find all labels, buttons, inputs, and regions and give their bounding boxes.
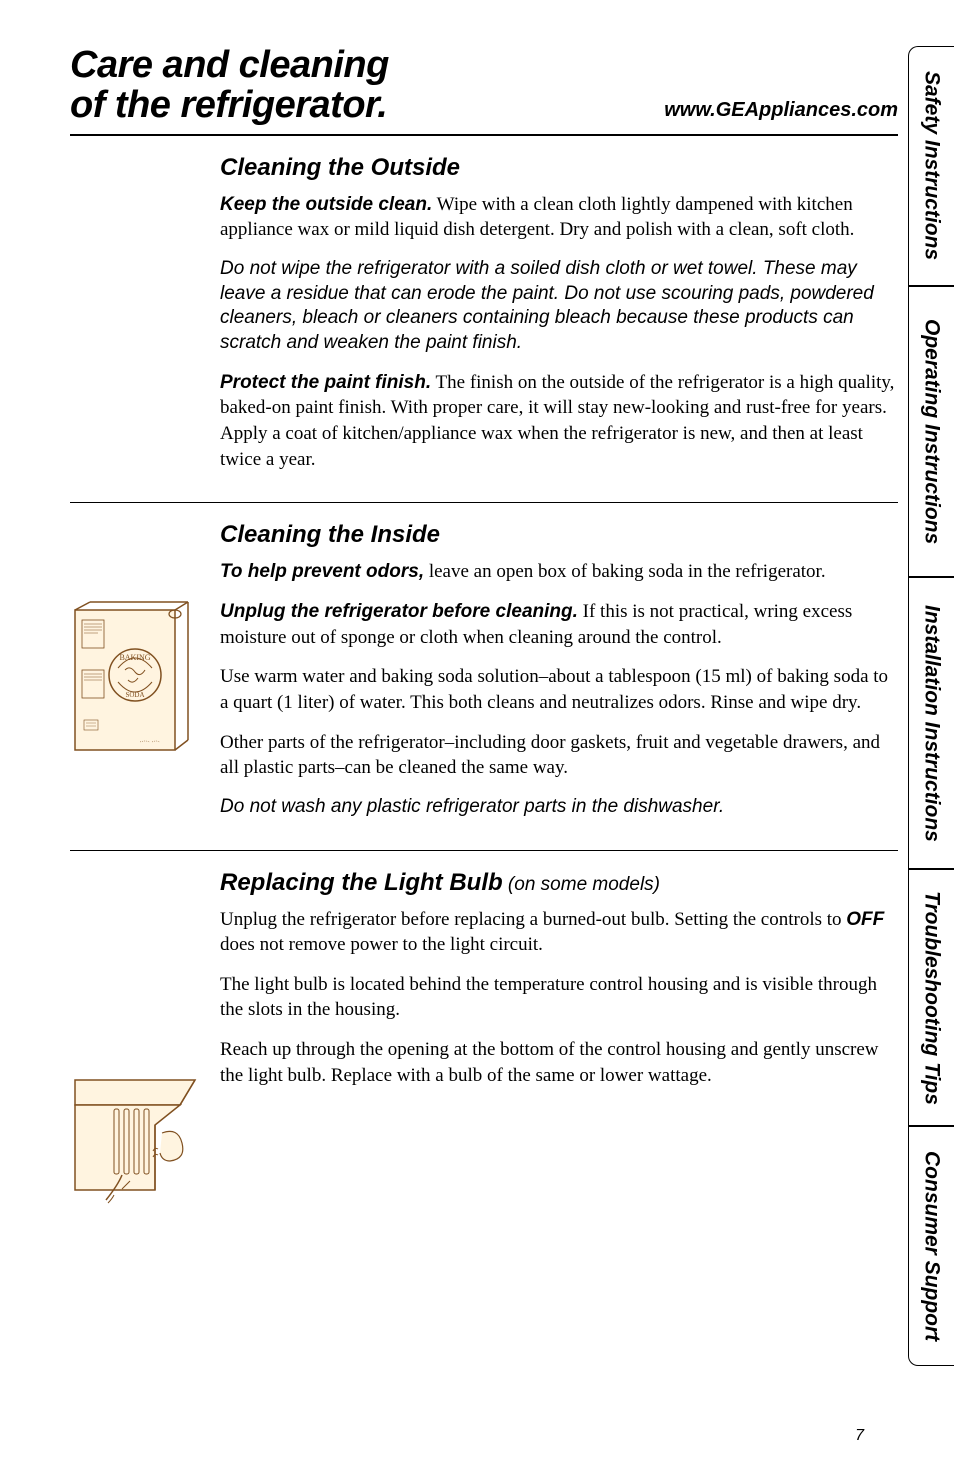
page-number: 7 — [855, 1427, 864, 1445]
svg-text:SODA: SODA — [125, 691, 144, 699]
inside-p5: Do not wash any plastic refrigerator par… — [220, 795, 898, 820]
inside-p2: Unplug the refrigerator before cleaning.… — [220, 599, 898, 650]
page-container: Care and cleaning of the refrigerator. w… — [0, 0, 954, 1475]
inside-p2-lead: Unplug the refrigerator before cleaning. — [220, 601, 578, 622]
svg-text:BAKING: BAKING — [119, 653, 150, 662]
header-url: www.GEAppliances.com — [664, 99, 898, 126]
light-bulb-illustration — [70, 1075, 200, 1210]
outside-p3: Protect the paint finish. The finish on … — [220, 370, 898, 473]
bulb-p1: Unplug the refrigerator before replacing… — [220, 907, 898, 958]
outside-p2: Do not wipe the refrigerator with a soil… — [220, 257, 898, 356]
inside-p4: Other parts of the refrigerator–includin… — [220, 730, 898, 781]
inside-p3: Use warm water and baking soda solution–… — [220, 664, 898, 715]
section-bulb: Replacing the Light Bulb (on some models… — [220, 869, 898, 1089]
outside-p1: Keep the outside clean. Wipe with a clea… — [220, 192, 898, 243]
bulb-p1-bold: OFF — [846, 909, 884, 930]
tab-consumer[interactable]: Consumer Support — [908, 1126, 954, 1366]
divider-2 — [70, 850, 898, 851]
title-line2: of the refrigerator. — [70, 84, 387, 126]
title-row: Care and cleaning of the refrigerator. w… — [70, 46, 898, 136]
tab-safety[interactable]: Safety Instructions — [908, 46, 954, 286]
baking-soda-illustration: BAKING SODA — [70, 600, 190, 765]
bulb-p2: The light bulb is located behind the tem… — [220, 972, 898, 1023]
inside-p1-lead: To help prevent odors, — [220, 561, 424, 582]
heading-bulb-text: Replacing the Light Bulb — [220, 869, 503, 896]
bulb-p1b: does not remove power to the light circu… — [220, 934, 543, 955]
section-inside: Cleaning the Inside To help prevent odor… — [220, 521, 898, 819]
inside-p1: To help prevent odors, leave an open box… — [220, 559, 898, 585]
tab-installation[interactable]: Installation Instructions — [908, 577, 954, 869]
heading-bulb: Replacing the Light Bulb (on some models… — [220, 869, 898, 897]
divider-1 — [70, 502, 898, 503]
inside-p1-body: leave an open box of baking soda in the … — [424, 561, 826, 582]
bulb-p1a: Unplug the refrigerator before replacing… — [220, 909, 846, 930]
title-line1: Care and cleaning — [70, 44, 389, 86]
bulb-p3: Reach up through the opening at the bott… — [220, 1037, 898, 1088]
tab-operating[interactable]: Operating Instructions — [908, 286, 954, 578]
sidebar-tabs: Safety Instructions Operating Instructio… — [908, 46, 954, 1366]
outside-p1-lead: Keep the outside clean. — [220, 194, 432, 215]
tab-troubleshooting[interactable]: Troubleshooting Tips — [908, 869, 954, 1126]
section-outside: Cleaning the Outside Keep the outside cl… — [220, 154, 898, 473]
heading-inside: Cleaning the Inside — [220, 521, 898, 549]
main-title: Care and cleaning of the refrigerator. — [70, 46, 389, 126]
heading-outside: Cleaning the Outside — [220, 154, 898, 182]
outside-p3-lead: Protect the paint finish. — [220, 372, 431, 393]
heading-bulb-note: (on some models) — [503, 874, 660, 895]
